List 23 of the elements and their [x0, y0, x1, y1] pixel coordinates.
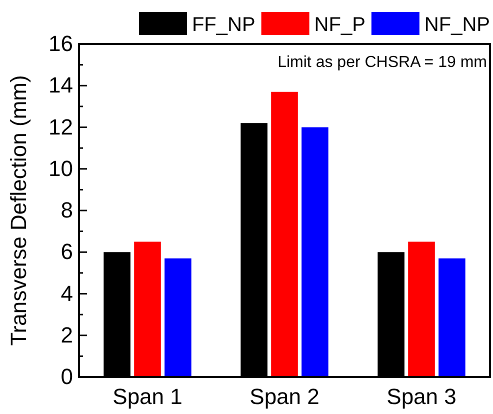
x-tick-label: Span 1: [112, 384, 182, 410]
y-tick-label: 10: [48, 156, 73, 181]
legend-label: FF_NP: [192, 14, 256, 36]
y-tick-label: 6: [60, 239, 73, 264]
y-tick-label: 2: [60, 322, 73, 348]
x-tick-label: Span 2: [250, 384, 320, 410]
y-tick-label: 0: [60, 364, 73, 390]
bar: [271, 92, 298, 377]
y-tick-label: 8: [60, 198, 73, 223]
legend-label: NF_NP: [424, 14, 490, 36]
y-tick-label: 4: [60, 280, 73, 306]
bar: [134, 242, 161, 377]
x-tick-label: Span 3: [386, 384, 456, 410]
bar: [164, 258, 192, 377]
annotation: Limit as per CHSRA = 19 mm: [278, 54, 487, 71]
legend-label: NF_P: [314, 14, 366, 36]
bar: [408, 242, 435, 377]
bar: [438, 258, 466, 377]
y-tick-label: 16: [48, 31, 73, 56]
bar: [302, 127, 328, 377]
y-tick-label: 14: [48, 72, 73, 98]
y-axis-title: Transverse Deflection (mm): [6, 75, 31, 346]
y-tick-label: 12: [48, 114, 73, 140]
